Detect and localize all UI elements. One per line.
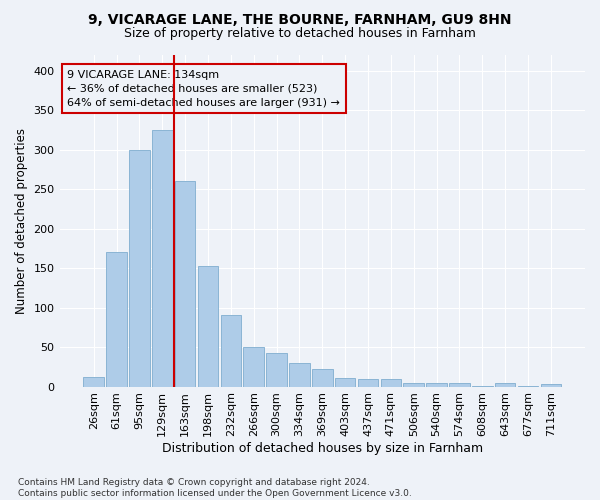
Y-axis label: Number of detached properties: Number of detached properties — [15, 128, 28, 314]
Bar — [221, 314, 241, 386]
Text: Contains HM Land Registry data © Crown copyright and database right 2024.
Contai: Contains HM Land Registry data © Crown c… — [18, 478, 412, 498]
Bar — [152, 130, 173, 386]
Text: 9, VICARAGE LANE, THE BOURNE, FARNHAM, GU9 8HN: 9, VICARAGE LANE, THE BOURNE, FARNHAM, G… — [88, 12, 512, 26]
Bar — [244, 347, 264, 387]
Bar — [198, 266, 218, 386]
Bar — [175, 182, 196, 386]
X-axis label: Distribution of detached houses by size in Farnham: Distribution of detached houses by size … — [162, 442, 483, 455]
Bar — [449, 382, 470, 386]
Bar — [541, 384, 561, 386]
Bar — [289, 363, 310, 386]
Bar — [83, 377, 104, 386]
Bar — [312, 369, 332, 386]
Bar — [358, 378, 378, 386]
Bar — [380, 378, 401, 386]
Bar — [495, 382, 515, 386]
Bar — [266, 354, 287, 386]
Bar — [403, 382, 424, 386]
Text: Size of property relative to detached houses in Farnham: Size of property relative to detached ho… — [124, 28, 476, 40]
Bar — [106, 252, 127, 386]
Bar — [335, 378, 355, 386]
Bar — [129, 150, 150, 386]
Bar — [426, 382, 447, 386]
Text: 9 VICARAGE LANE: 134sqm
← 36% of detached houses are smaller (523)
64% of semi-d: 9 VICARAGE LANE: 134sqm ← 36% of detache… — [67, 70, 340, 108]
